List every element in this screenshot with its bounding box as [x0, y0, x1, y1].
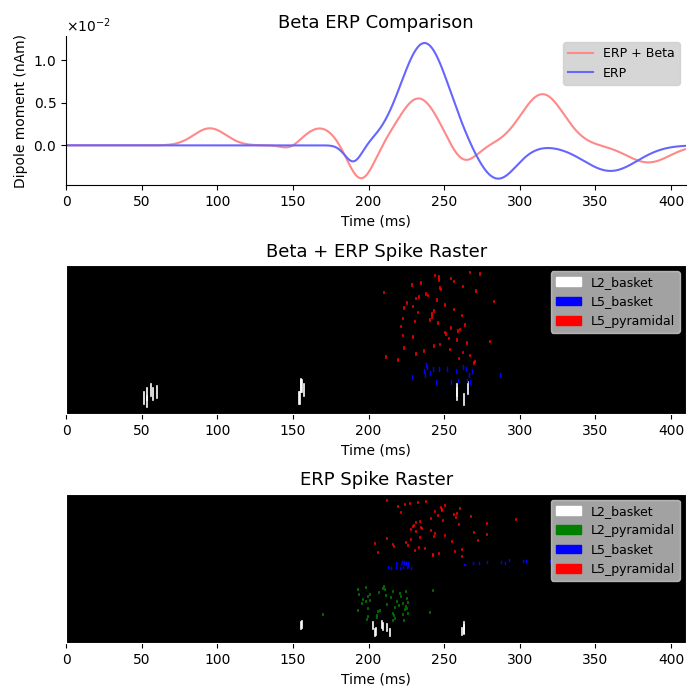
Title: ERP Spike Raster: ERP Spike Raster [300, 471, 453, 489]
ERP + Beta [547, 94, 555, 102]
ERP [420, 38, 428, 47]
ERP + Beta [62, 141, 71, 150]
X-axis label: Time (ms): Time (ms) [341, 443, 411, 457]
Line: ERP + Beta: ERP + Beta [66, 94, 686, 178]
ERP + Beta [313, 125, 321, 133]
Y-axis label: Dipole moment (nAm): Dipole moment (nAm) [14, 34, 28, 188]
ERP [62, 141, 71, 150]
ERP [125, 141, 134, 150]
ERP + Beta [538, 90, 547, 99]
ERP + Beta [489, 139, 497, 148]
ERP [547, 144, 555, 153]
ERP [494, 174, 503, 183]
ERP + Beta [682, 145, 690, 153]
ERP [682, 141, 690, 150]
ERP + Beta [558, 107, 566, 116]
ERP + Beta [357, 174, 365, 183]
Legend: L2_basket, L5_basket, L5_pyramidal: L2_basket, L5_basket, L5_pyramidal [551, 271, 680, 332]
X-axis label: Time (ms): Time (ms) [341, 672, 411, 686]
ERP + Beta [125, 141, 134, 150]
ERP [489, 173, 497, 181]
Title: Beta + ERP Spike Raster: Beta + ERP Spike Raster [265, 243, 486, 260]
ERP [313, 141, 321, 150]
Line: ERP: ERP [66, 43, 686, 178]
ERP [558, 146, 566, 155]
X-axis label: Time (ms): Time (ms) [341, 215, 411, 229]
Legend: ERP + Beta, ERP: ERP + Beta, ERP [563, 43, 680, 85]
ERP [335, 146, 344, 154]
Title: Beta ERP Comparison: Beta ERP Comparison [279, 14, 474, 32]
Legend: L2_basket, L2_pyramidal, L5_basket, L5_pyramidal: L2_basket, L2_pyramidal, L5_basket, L5_p… [551, 500, 680, 580]
ERP + Beta [335, 141, 344, 149]
